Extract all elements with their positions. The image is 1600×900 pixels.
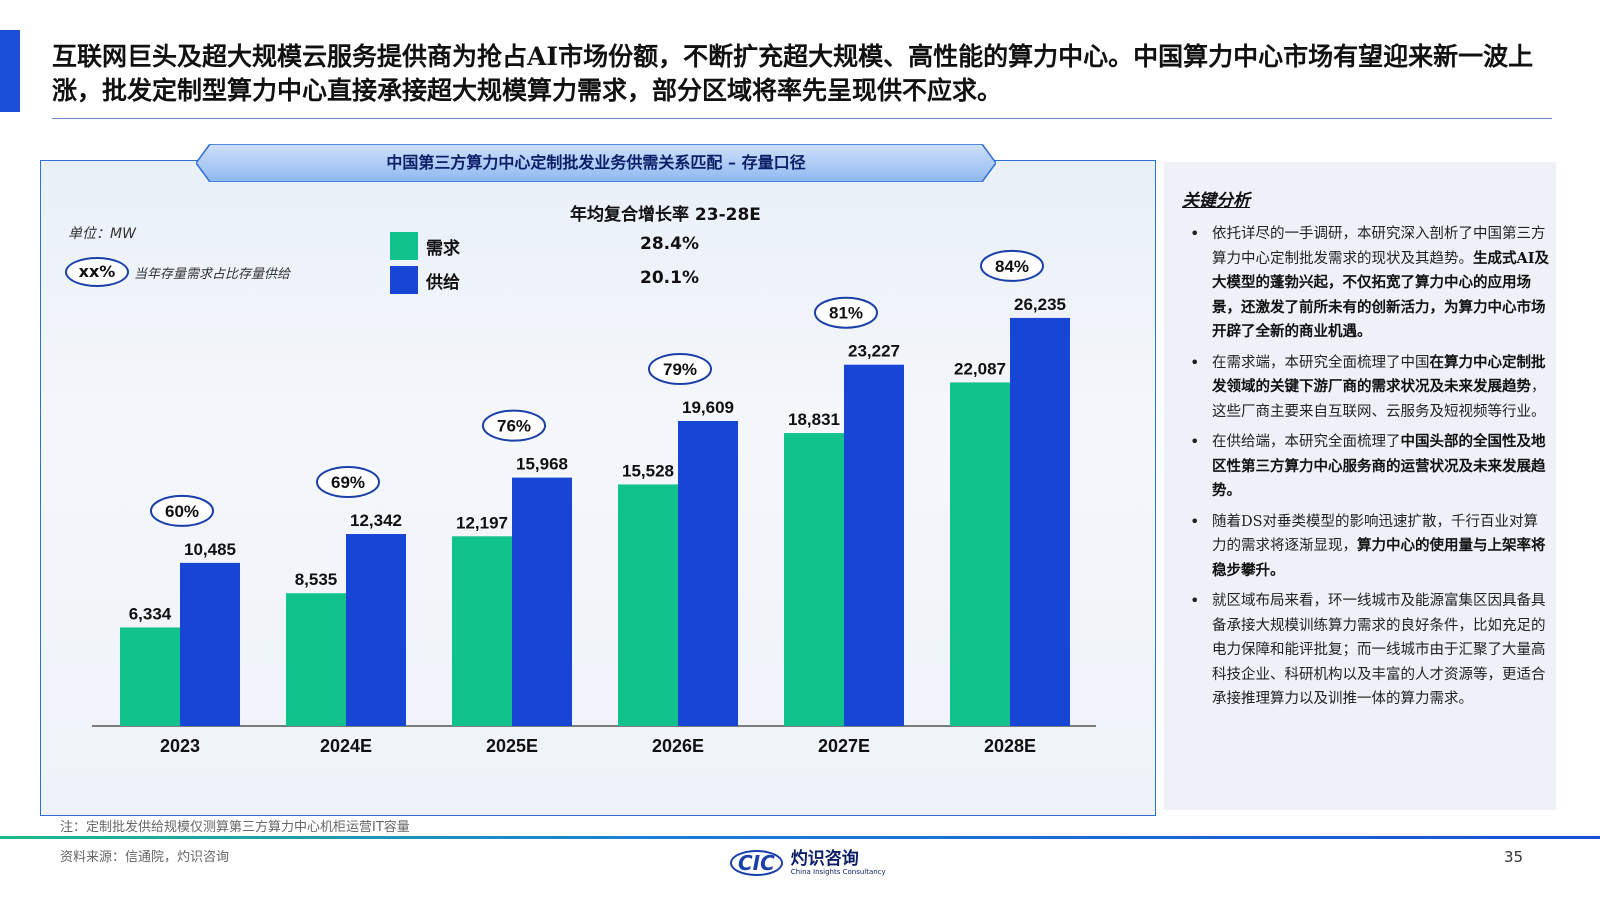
bar-demand — [784, 433, 844, 726]
bar-supply — [346, 534, 406, 726]
bar-demand — [618, 484, 678, 726]
analysis-bullet: 依托详尽的一手调研，本研究深入剖析了中国第三方算力中心定制批发需求的现状及其趋势… — [1184, 222, 1552, 345]
analysis-bullet: 就区域布局来看，环一线城市及能源富集区因具备具备承接大规模训练算力需求的良好条件… — [1184, 589, 1552, 712]
ratio-label: 76% — [497, 417, 531, 436]
page-number: 35 — [1504, 848, 1524, 866]
ratio-key-text: 当年存量需求占比存量供给 — [134, 267, 291, 282]
legend-supply-label: 供给 — [426, 273, 460, 293]
legend-demand-cagr: 28.4% — [640, 234, 699, 254]
source-note: 资料来源：信通院，灼识咨询 — [60, 850, 230, 865]
legend-demand-swatch — [390, 232, 418, 260]
bar-supply — [512, 477, 572, 726]
chart-title: 中国第三方算力中心定制批发业务供需关系匹配 – 存量口径 — [386, 153, 806, 172]
legend-demand-label: 需求 — [426, 239, 460, 259]
x-tick-label: 2025E — [486, 736, 538, 756]
data-label-demand: 6,334 — [129, 604, 172, 623]
ratio-oval — [150, 494, 214, 527]
data-label-demand: 18,831 — [788, 410, 840, 429]
bar-demand — [950, 382, 1010, 726]
legend-supply-swatch — [390, 266, 418, 294]
analysis-bullets: 依托详尽的一手调研，本研究深入剖析了中国第三方算力中心定制批发需求的现状及其趋势… — [1184, 222, 1552, 718]
data-label-demand: 15,528 — [622, 461, 674, 480]
data-label-supply: 10,485 — [184, 540, 236, 559]
ratio-label: 81% — [829, 304, 863, 323]
analysis-bullet: 在需求端，本研究全面梳理了中国在算力中心定制批发领域的关键下游厂商的需求状况及未… — [1184, 351, 1552, 425]
unit-label: 单位：MW — [68, 226, 136, 242]
logo-name-cn: 灼识咨询 — [790, 849, 859, 869]
x-tick-label: 2023 — [160, 736, 200, 756]
x-tick-label: 2028E — [984, 736, 1036, 756]
bar-supply — [678, 420, 738, 726]
ratio-label: 84% — [995, 257, 1029, 276]
bar-supply — [1010, 317, 1070, 726]
ratio-oval — [980, 249, 1044, 282]
bar-supply — [844, 364, 904, 726]
accent-bar — [0, 30, 20, 112]
x-tick-label: 2026E — [652, 736, 704, 756]
x-tick-label: 2027E — [818, 736, 870, 756]
bar-chart: 6,334 10,485 2023 60% 8,535 12,342 2024E 69% 12,… — [92, 249, 1096, 756]
data-label-demand: 12,197 — [456, 513, 508, 532]
ratio-oval — [814, 296, 878, 329]
ratio-label: 69% — [331, 473, 365, 492]
bar-demand — [120, 627, 180, 726]
analysis-heading: 关键分析 — [1182, 191, 1250, 211]
logo-mark: CIC — [730, 850, 783, 876]
bar-demand — [286, 593, 346, 726]
legend-supply-cagr: 20.1% — [640, 268, 699, 288]
chart-title-band: 中国第三方算力中心定制批发业务供需关系匹配 – 存量口径 — [196, 144, 996, 182]
data-label-demand: 22,087 — [954, 359, 1006, 378]
data-label-supply: 12,342 — [350, 511, 402, 530]
data-label-supply: 23,227 — [848, 342, 900, 361]
data-label-supply: 19,609 — [682, 398, 734, 417]
ratio-key-oval: xx% — [65, 257, 129, 287]
ratio-oval — [316, 466, 380, 499]
data-label-supply: 26,235 — [1014, 295, 1066, 314]
data-label-supply: 15,968 — [516, 455, 568, 474]
page-headline: 互联网巨头及超大规模云服务提供商为抢占AI市场份额，不断扩充超大规模、高性能的算… — [52, 42, 1534, 105]
analysis-bullet: 随着DS对垂类模型的影响迅速扩散，千行百业对算力的需求将逐渐显现，算力中心的使用… — [1184, 510, 1552, 584]
ratio-label: 60% — [165, 502, 199, 521]
footer-divider — [0, 836, 1600, 839]
ratio-oval — [648, 352, 712, 385]
bar-demand — [452, 536, 512, 726]
ratio-oval — [482, 409, 546, 442]
bar-supply — [180, 562, 240, 726]
headline-divider — [52, 118, 1552, 119]
x-tick-label: 2024E — [320, 736, 372, 756]
analysis-bullet: 在供给端，本研究全面梳理了中国头部的全国性及地区性第三方算力中心服务商的运营状况… — [1184, 430, 1552, 504]
footnote: 注：定制批发供给规模仅测算第三方算力中心机柜运营IT容量 — [60, 820, 410, 835]
data-label-demand: 8,535 — [295, 570, 338, 589]
company-logo: CIC 灼识咨询 China Insights Consultancy — [730, 850, 886, 876]
ratio-label: 79% — [663, 360, 697, 379]
logo-name-en: China Insights Consultancy — [790, 868, 886, 876]
cagr-title: 年均复合增长率 23-28E — [570, 205, 761, 225]
